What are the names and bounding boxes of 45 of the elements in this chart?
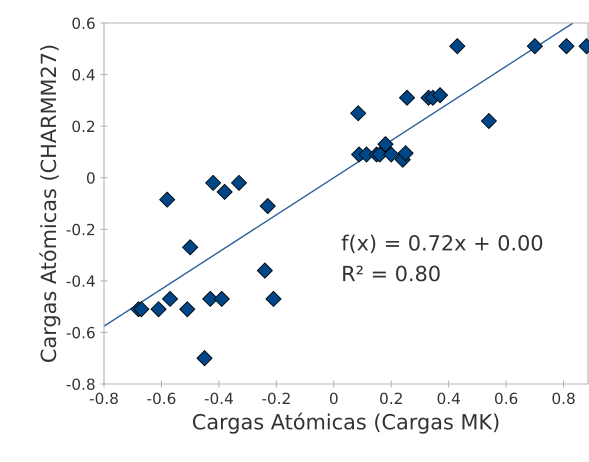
point — [526, 38, 543, 54]
y-tick-label: 0.6 — [72, 17, 95, 30]
point — [398, 145, 414, 162]
point — [182, 239, 198, 256]
y-tick-label: 0.2 — [72, 120, 94, 132]
point — [159, 192, 176, 208]
point — [399, 90, 416, 106]
x-tick-label: -0.2 — [262, 392, 290, 404]
point — [558, 38, 574, 54]
annotation: R² = 0.80 — [343, 266, 440, 282]
x-tick-label: -0.8 — [90, 392, 118, 404]
point — [162, 290, 178, 307]
point — [260, 198, 276, 214]
point — [265, 290, 282, 307]
point — [449, 38, 466, 54]
point — [216, 184, 233, 200]
x-tick-label: 0.2 — [380, 392, 402, 404]
x-tick-label: -0.6 — [147, 392, 176, 404]
y-tick-label: -0.2 — [66, 224, 94, 236]
point — [377, 136, 394, 152]
point — [480, 112, 497, 130]
y-axis-title: Cargas Atómicas (CHARMM27) — [39, 46, 60, 362]
point — [214, 290, 230, 307]
point — [256, 262, 273, 279]
point — [196, 350, 213, 366]
x-tick-label: 0.4 — [438, 392, 460, 404]
y-tick-label: -0.4 — [66, 275, 95, 287]
x-axis-title: Cargas Atómicas (Cargas MK) — [192, 412, 498, 434]
point — [133, 301, 150, 318]
point — [150, 301, 167, 318]
x-tick-label: 0.8 — [552, 392, 575, 404]
x-tick-label: -0.4 — [204, 392, 233, 404]
point — [179, 301, 196, 318]
x-tick-label: 0.6 — [494, 392, 518, 404]
point — [350, 105, 366, 122]
annotation: f(x) = 0.72x + 0.00 — [342, 234, 542, 254]
point — [205, 174, 222, 191]
point — [383, 146, 400, 163]
y-tick-label: 0 — [86, 172, 95, 184]
y-tick-label: -0.8 — [66, 378, 95, 390]
point — [432, 87, 448, 104]
point — [230, 174, 248, 191]
x-tick-label: 0 — [330, 392, 338, 404]
y-tick-label: 0.4 — [72, 69, 95, 81]
y-tick-label: -0.6 — [66, 326, 95, 338]
